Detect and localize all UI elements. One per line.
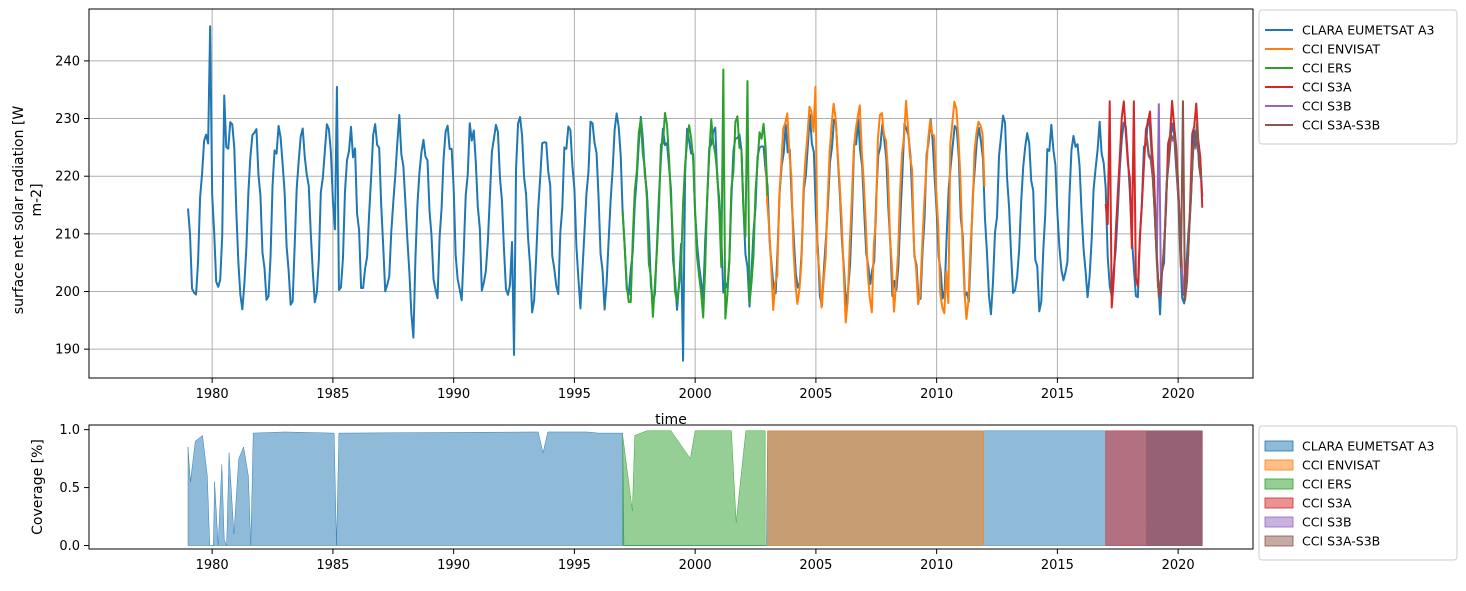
y-axis-label-line1: surface net solar radiation [W <box>11 106 27 315</box>
top-axes-frame <box>88 8 1254 379</box>
y-tick-label: 0.0 <box>59 539 80 554</box>
legend-swatch-cci-s3a-s3b <box>1264 535 1294 547</box>
x-tick-label: 1985 <box>316 387 349 402</box>
legend-label-cci-s3a: CCI S3A <box>1302 80 1352 95</box>
series-line-cci-s3a <box>1104 99 1204 309</box>
x-tick-label: 2020 <box>1162 558 1195 573</box>
x-tick-label: 2000 <box>679 387 712 402</box>
x-tick-label: 1980 <box>196 558 229 573</box>
y-tick-label: 190 <box>55 343 80 358</box>
series-line-cci-envisat <box>764 85 986 324</box>
x-tick-label: 1985 <box>316 558 349 573</box>
legend-swatch-cci-s3b <box>1264 516 1294 528</box>
legend-box <box>1258 9 1458 145</box>
series-area-cci-ers <box>622 430 766 546</box>
x-tick-label: 2015 <box>1041 558 1074 573</box>
x-tick-label: 1995 <box>558 558 591 573</box>
series-area-cci-s3a-s3b <box>1146 430 1203 546</box>
x-tick-label: 2005 <box>799 558 832 573</box>
y-tick-label: 210 <box>55 227 80 242</box>
x-tick-label: 2010 <box>920 387 953 402</box>
series-area-cci-envisat <box>767 430 984 546</box>
x-tick-label: 2000 <box>679 558 712 573</box>
y-tick-label: 0.5 <box>59 481 80 496</box>
x-tick-label: 1980 <box>196 387 229 402</box>
x-axis-label: time <box>655 412 687 428</box>
bot-axes-frame <box>88 424 1254 550</box>
y-tick-label: 230 <box>55 112 80 127</box>
legend-label-cci-ers: CCI ERS <box>1302 61 1352 76</box>
legend-label-cci-envisat: CCI ENVISAT <box>1302 42 1380 57</box>
legend-swatch-cci-ers <box>1264 478 1294 490</box>
legend-label-clara-eumetsat-a3: CLARA EUMETSAT A3 <box>1302 439 1434 454</box>
x-tick-label: 2010 <box>920 558 953 573</box>
y-axis-label: Coverage [%] <box>30 439 46 535</box>
top-panel: 1980 1985 1990 1995 2000 2005 2010 2015 2020 190 2… <box>11 8 1458 428</box>
bot-plot-area <box>187 430 1203 546</box>
series-line-cci-s3a-s3b <box>1145 100 1203 302</box>
legend-swatch-clara-eumetsat-a3 <box>1264 440 1294 452</box>
legend-label-cci-s3b: CCI S3B <box>1302 99 1352 114</box>
y-tick-label: 1.0 <box>59 423 80 438</box>
x-tick-label: 2015 <box>1041 387 1074 402</box>
x-tick-label: 1990 <box>437 387 470 402</box>
series-line-cci-ers <box>621 68 769 320</box>
legend-label-cci-s3b: CCI S3B <box>1302 515 1352 530</box>
y-tick-label: 200 <box>55 285 80 300</box>
y-tick-label: 220 <box>55 170 80 185</box>
y-tick-label: 240 <box>55 54 80 69</box>
top-plot-area <box>187 25 1204 362</box>
legend-label-cci-s3a: CCI S3A <box>1302 496 1352 511</box>
legend-swatch-cci-envisat <box>1264 459 1294 471</box>
y-axis-label-line2: m-2] <box>29 183 45 216</box>
x-tick-label: 2005 <box>799 387 832 402</box>
legend-label-cci-s3a-s3b: CCI S3A-S3B <box>1302 118 1380 133</box>
bottom-panel: 1980 1985 1990 1995 2000 2005 2010 2015 2020 0.0 0… <box>30 423 1458 573</box>
x-tick-label: 2020 <box>1162 387 1195 402</box>
legend-label-cci-s3a-s3b: CCI S3A-S3B <box>1302 534 1380 549</box>
x-tick-label: 1990 <box>437 558 470 573</box>
legend-label-cci-ers: CCI ERS <box>1302 477 1352 492</box>
legend-label-cci-envisat: CCI ENVISAT <box>1302 458 1380 473</box>
x-tick-label: 1995 <box>558 387 591 402</box>
legend-swatch-cci-s3a <box>1264 497 1294 509</box>
legend-box <box>1258 425 1458 561</box>
legend-label-clara-eumetsat-a3: CLARA EUMETSAT A3 <box>1302 23 1434 38</box>
